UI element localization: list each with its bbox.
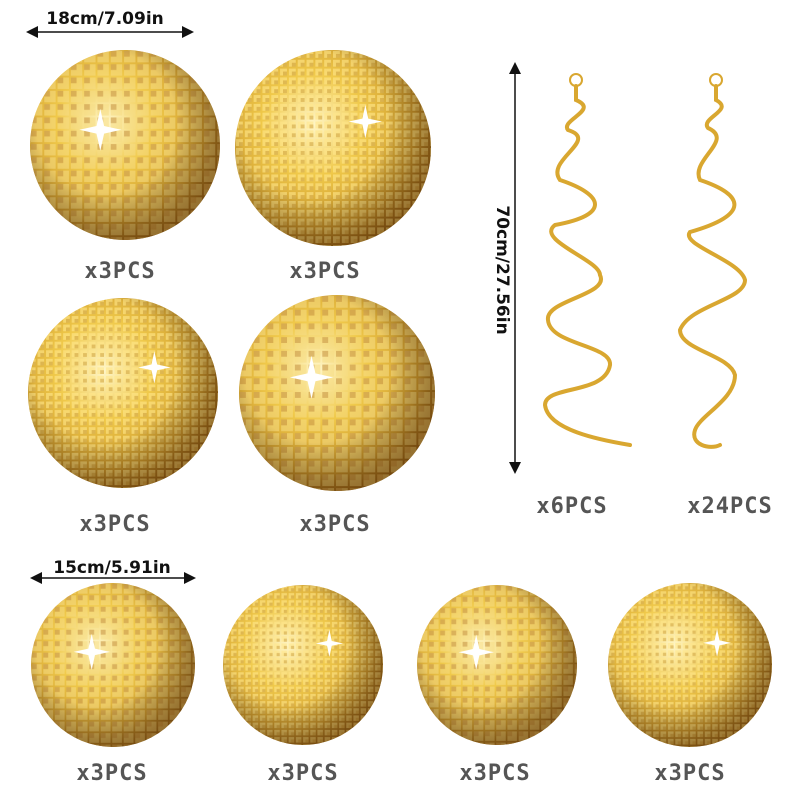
disco-ball bbox=[30, 50, 220, 240]
disco-ball bbox=[223, 585, 383, 745]
dimension-label: 15cm/5.91in bbox=[53, 558, 171, 578]
quantity-label: x3PCS bbox=[459, 761, 530, 786]
disco-ball bbox=[31, 583, 195, 747]
quantity-label: x6PCS bbox=[536, 494, 607, 519]
disco-ball bbox=[28, 298, 218, 488]
quantity-label: x3PCS bbox=[84, 259, 155, 284]
disco-ball bbox=[608, 583, 772, 747]
quantity-label: x3PCS bbox=[76, 761, 147, 786]
quantity-label: x3PCS bbox=[654, 761, 725, 786]
disco-ball bbox=[235, 50, 431, 246]
dimension-label: 18cm/7.09in bbox=[46, 9, 164, 29]
swirl bbox=[542, 73, 632, 447]
dimension-label: 70cm/27.56in bbox=[492, 205, 512, 334]
quantity-label: x24PCS bbox=[687, 494, 772, 519]
quantity-label: x3PCS bbox=[289, 259, 360, 284]
quantity-label: x3PCS bbox=[79, 512, 150, 537]
quantity-label: x3PCS bbox=[267, 761, 338, 786]
swirl bbox=[677, 73, 748, 449]
disco-ball bbox=[239, 295, 435, 491]
quantity-label: x3PCS bbox=[299, 512, 370, 537]
disco-ball bbox=[417, 585, 577, 745]
